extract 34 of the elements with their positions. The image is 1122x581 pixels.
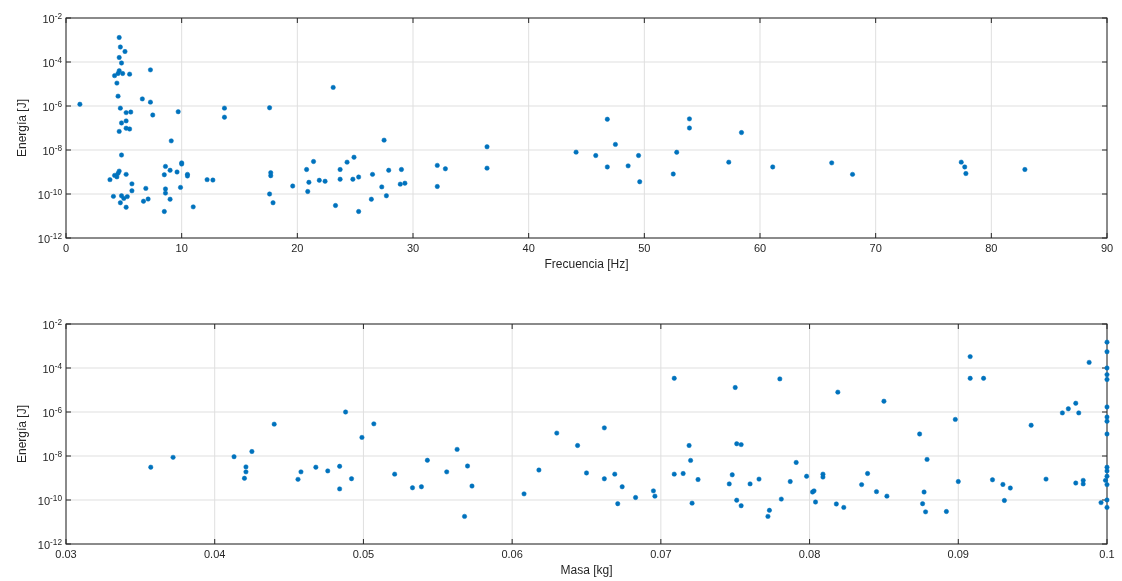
x-tick-label: 20 [291,242,304,254]
y-tick-label: 10$^{-8}$ [42,449,63,463]
x-tick-label: 70 [869,242,882,254]
x-tick-label: 0.04 [204,548,226,560]
y-tick-label: 10$^{-6}$ [42,405,63,419]
y-tick-label: 10$^{-10}$ [37,187,63,201]
y-tick-label: 10$^{-12}$ [37,231,63,245]
x-tick-label: 0.05 [352,548,375,560]
x-tick-label: 60 [753,242,767,254]
x-tick-label: 0.09 [947,548,969,560]
x-tick-label: 90 [1100,242,1114,254]
x-tick-label: 0 [62,242,70,254]
y-tick-label: 10$^{-10}$ [37,493,63,507]
x-tick-label: 10 [175,242,188,254]
x-tick-label: 0.03 [55,548,77,560]
x-tick-label: 50 [638,242,651,254]
x-tick-label: 30 [406,242,420,254]
y-axis-title: Energía [J] [15,404,29,464]
y-tick-label: 10$^{-8}$ [42,143,63,157]
x-tick-label: 0.06 [501,548,523,560]
x-tick-label: 0.08 [798,548,821,560]
x-tick-label: 0.1 [1099,548,1115,560]
y-tick-label: 10$^{-2}$ [42,317,63,331]
y-tick-label: 10$^{-4}$ [42,55,63,69]
x-axis-title: Masa [kg] [560,563,613,577]
y-tick-label: 10$^{-12}$ [37,537,63,551]
x-tick-label: 0.07 [650,548,672,560]
y-tick-label: 10$^{-6}$ [42,99,63,113]
y-tick-label: 10$^{-4}$ [42,361,63,375]
y-tick-label: 10$^{-2}$ [42,11,63,25]
y-axis-title: Energía [J] [15,98,29,158]
x-tick-label: 80 [985,242,998,254]
x-axis-title: Frecuencia [Hz] [544,257,629,271]
x-tick-label: 40 [522,242,535,254]
